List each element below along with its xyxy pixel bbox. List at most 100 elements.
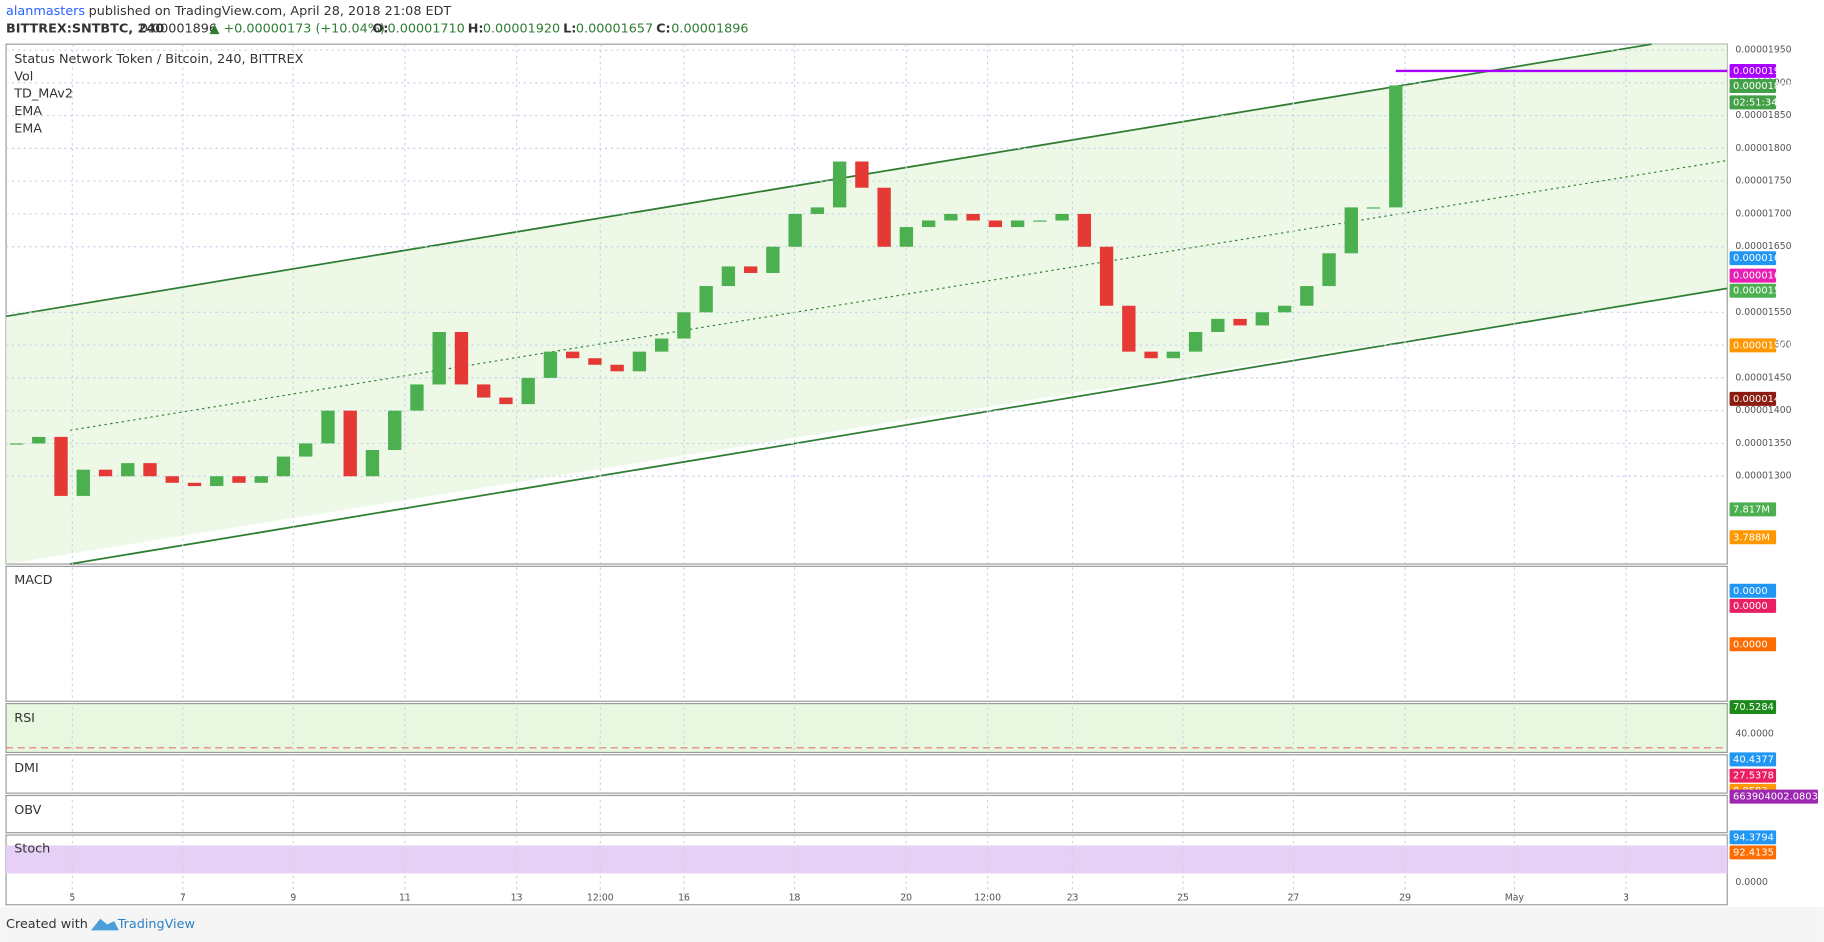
c: 0.00001896 [671,22,748,37]
price-badge-label: 94.3794 [1733,832,1774,843]
price-badge [1729,502,1777,517]
footer-brand[interactable]: TradingView [117,917,195,932]
price-badge [1729,789,1818,804]
x-tick-label: 16 [678,892,690,903]
rsi-axis-label: 40.0000 [1735,728,1774,739]
y-tick-label: 0.00001400 [1735,405,1791,416]
candle [121,463,135,477]
candle [788,213,802,247]
candle [743,266,758,273]
candle [365,450,380,477]
price-badge-label: 02:51:34 [1733,97,1777,108]
x-tick-label: 3 [1623,892,1629,903]
candle [1144,351,1158,359]
y-tick-label: 0.00001750 [1735,176,1791,187]
grid [6,44,1728,905]
price-badge [1729,63,1777,78]
candle [1055,213,1069,221]
x-tick-label: 12:00 [974,892,1001,903]
candle [855,161,869,188]
published: published on TradingView.com, April 28, … [89,4,452,19]
rsi-pane [5,703,1728,754]
price-badge [1729,598,1777,613]
l-label: L: [563,22,576,37]
price-badge-label: 663904002.0803 [1733,792,1818,803]
y-tick-label: 0.00001950 [1735,45,1791,56]
candle [877,187,891,247]
indicator-legend: EMA [14,122,42,137]
o-label: O: [372,22,388,37]
y-tick-label: 0.00001550 [1735,307,1791,318]
x-tick-label: 11 [399,892,411,903]
candle [1389,85,1403,208]
stoch-legend: Stoch [14,841,50,856]
candle [654,338,669,352]
x-tick-label: 12:00 [587,892,614,903]
channel-fill [6,44,1728,565]
candle [210,476,224,487]
x-tick-label: May [1505,892,1525,903]
candle [610,364,624,372]
indicator-legend: TD_MAv2 [13,87,73,102]
price-badge-label: 0.0000 [1733,601,1768,612]
candle [721,266,736,287]
candle [1166,351,1181,359]
candle [1010,220,1025,228]
candle [1322,253,1336,287]
main-legend: Status Network Token / Bitcoin, 240, BIT… [14,52,303,67]
candle [521,377,535,405]
last-price: 0.00001896 [140,22,217,37]
price-badge [1729,251,1777,266]
candle [343,410,357,477]
candle [276,456,291,477]
indicator-legend: Vol [14,69,33,84]
change: ▲ +0.00000173 (+10.04%) [210,22,385,37]
candle [588,358,602,365]
candle [1277,305,1292,313]
price-badge [1729,752,1777,767]
price-badge [1729,530,1777,545]
candle [566,351,580,359]
obv-pane [5,794,1728,834]
candle [432,331,446,385]
price-badge [1729,79,1777,94]
o: 0.00001710 [388,22,465,37]
x-tick-label: 9 [290,892,296,903]
c-label: C: [656,22,671,37]
candle [966,213,980,221]
price-badge-label: 92.4135 [1733,847,1774,858]
candle [299,443,313,457]
author[interactable]: alanmasters [6,4,85,19]
y-tick-label: 0.00001350 [1735,438,1791,449]
candle [543,351,558,378]
candle [1344,207,1358,254]
dmi-pane [5,754,1728,794]
y-tick-label: 0.00001850 [1735,110,1791,121]
price-badge [1729,845,1777,860]
x-tick-label: 23 [1067,892,1079,903]
candle [477,384,491,398]
candle [921,220,936,228]
y-tick-label: 0.00001650 [1735,241,1791,252]
price-badge [1729,637,1777,652]
x-tick-label: 27 [1288,892,1300,903]
x-tick-label: 5 [69,892,75,903]
price-badge-label: 0.00001920 [1733,66,1793,77]
price-badge [1729,268,1777,283]
panes [5,43,1728,906]
candle [1300,286,1314,306]
price-badge-label: 70.5284 [1733,702,1774,713]
candle [98,469,113,477]
candle [699,286,713,313]
footer-created: Created with [6,917,88,932]
price-badge-label: 0.00001501 [1733,340,1793,351]
price-badge-label: 0.00001896 [1733,81,1793,92]
candle [54,436,68,496]
l: 0.00001657 [576,22,653,37]
candle [1233,318,1247,326]
y-tick-label: 0.00001700 [1735,208,1791,219]
candle [232,476,246,483]
candle [388,410,402,451]
channel-top [5,43,1652,318]
macd-pane [5,565,1728,702]
